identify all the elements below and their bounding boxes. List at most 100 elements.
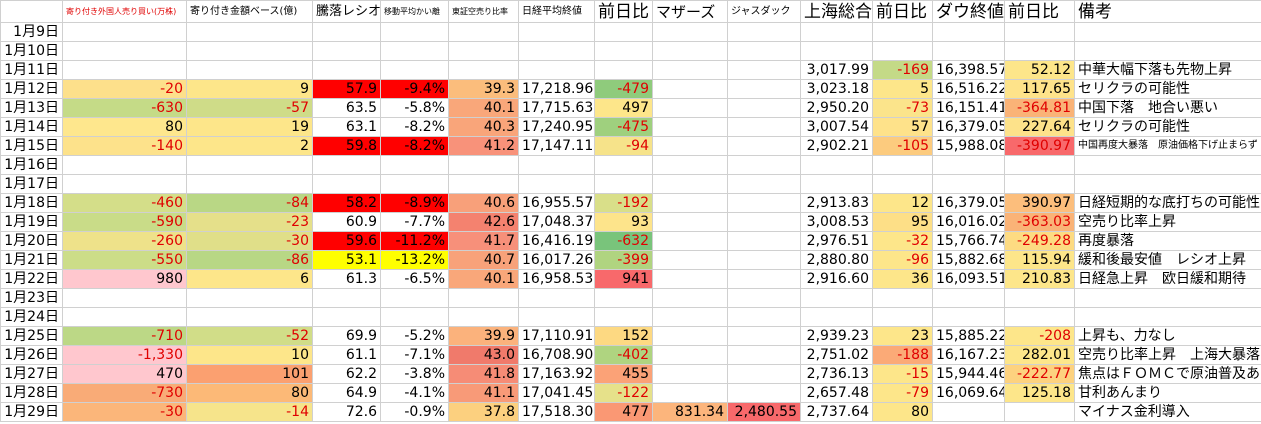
value-cell: 6 [186, 269, 313, 289]
value-cell: 210.83 [1004, 269, 1075, 289]
value-cell: 53.1 [312, 250, 381, 270]
value-cell: 3,007.54 [800, 117, 873, 137]
header-cell: マザーズ [652, 0, 728, 23]
value-cell: 390.97 [1004, 193, 1075, 213]
value-cell: 2,751.02 [800, 345, 873, 365]
value-cell [727, 269, 801, 289]
data-row: 1月13日 -630 -57 63.5 -5.8% 40.1 17,715.63 497 2,9… [0, 98, 1261, 118]
value-cell [1004, 402, 1075, 422]
value-cell: 2,736.13 [800, 364, 873, 384]
value-cell [652, 326, 728, 346]
value-cell [872, 307, 933, 327]
value-cell [800, 288, 873, 308]
note-cell [1074, 307, 1261, 327]
value-cell [872, 41, 933, 61]
value-cell: -14 [186, 402, 313, 422]
value-cell: 41.8 [448, 364, 519, 384]
value-cell: -399 [594, 250, 653, 270]
date-cell: 1月15日 [0, 136, 63, 156]
value-cell: 16,151.41 [932, 98, 1005, 118]
value-cell: 80 [62, 117, 187, 137]
value-cell: 9 [186, 79, 313, 99]
value-cell: -96 [872, 250, 933, 270]
note-cell: 甘利あんまり [1074, 383, 1261, 403]
note-cell: 空売り比率上昇 上海大暴落 [1074, 345, 1261, 365]
value-cell [872, 174, 933, 194]
value-cell: -208 [1004, 326, 1075, 346]
date-cell: 1月28日 [0, 383, 63, 403]
header-cell [0, 0, 63, 23]
value-cell [652, 98, 728, 118]
value-cell [727, 22, 801, 42]
value-cell: 10 [186, 345, 313, 365]
data-row: 1月18日 -460 -84 58.2 -8.9% 40.6 16,955.57 -192 2,… [0, 193, 1261, 213]
value-cell: 455 [594, 364, 653, 384]
value-cell [186, 41, 313, 61]
value-cell: 2,976.51 [800, 231, 873, 251]
value-cell [186, 155, 313, 175]
value-cell [312, 22, 381, 42]
value-cell [652, 174, 728, 194]
value-cell [652, 212, 728, 232]
value-cell: -105 [872, 136, 933, 156]
value-cell [1004, 22, 1075, 42]
value-cell [932, 174, 1005, 194]
note-cell [1074, 22, 1261, 42]
value-cell [652, 307, 728, 327]
value-cell [380, 288, 449, 308]
value-cell: 39.9 [448, 326, 519, 346]
date-cell: 1月23日 [0, 288, 63, 308]
value-cell [518, 41, 595, 61]
value-cell: 52.12 [1004, 60, 1075, 80]
value-cell: -73 [872, 98, 933, 118]
data-row: 1月11日 3,017.99 -169 16,398.57 52.12 中華大幅下落も先物… [0, 60, 1261, 80]
note-cell [1074, 174, 1261, 194]
value-cell [62, 288, 187, 308]
value-cell: 80 [186, 383, 313, 403]
date-cell: 1月10日 [0, 41, 63, 61]
value-cell [1004, 155, 1075, 175]
value-cell [62, 174, 187, 194]
value-cell: 16,708.90 [518, 345, 595, 365]
note-cell: 再度暴落 [1074, 231, 1261, 251]
value-cell [448, 22, 519, 42]
value-cell [727, 231, 801, 251]
value-cell: -30 [62, 402, 187, 422]
note-cell: マイナス金利導入 [1074, 402, 1261, 422]
value-cell: 80 [872, 402, 933, 422]
value-cell [518, 174, 595, 194]
date-cell: 1月18日 [0, 193, 63, 213]
value-cell [448, 60, 519, 80]
value-cell [727, 326, 801, 346]
value-cell: 2,913.83 [800, 193, 873, 213]
value-cell: 152 [594, 326, 653, 346]
value-cell: 2,657.48 [800, 383, 873, 403]
data-row: 1月10日 [0, 41, 1261, 61]
value-cell: 40.7 [448, 250, 519, 270]
header-cell: 日経平均終値 [518, 0, 595, 23]
value-cell [727, 117, 801, 137]
value-cell [652, 345, 728, 365]
value-cell: 15,882.68 [932, 250, 1005, 270]
header-cell: ダウ終値 [932, 0, 1005, 23]
value-cell [594, 174, 653, 194]
value-cell: 17,715.63 [518, 98, 595, 118]
value-cell [652, 155, 728, 175]
value-cell [312, 60, 381, 80]
note-cell: 上昇も、力なし [1074, 326, 1261, 346]
value-cell: 227.64 [1004, 117, 1075, 137]
value-cell [380, 307, 449, 327]
value-cell [448, 307, 519, 327]
value-cell: 36 [872, 269, 933, 289]
value-cell: 15,766.74 [932, 231, 1005, 251]
value-cell: -11.2% [380, 231, 449, 251]
note-cell: 空売り比率上昇 [1074, 212, 1261, 232]
value-cell: -15 [872, 364, 933, 384]
header-cell: 前日比 [1004, 0, 1075, 23]
value-cell: -479 [594, 79, 653, 99]
value-cell [312, 288, 381, 308]
value-cell: 40.6 [448, 193, 519, 213]
header-cell: 騰落レシオ [312, 0, 381, 23]
value-cell: 39.3 [448, 79, 519, 99]
value-cell [652, 364, 728, 384]
